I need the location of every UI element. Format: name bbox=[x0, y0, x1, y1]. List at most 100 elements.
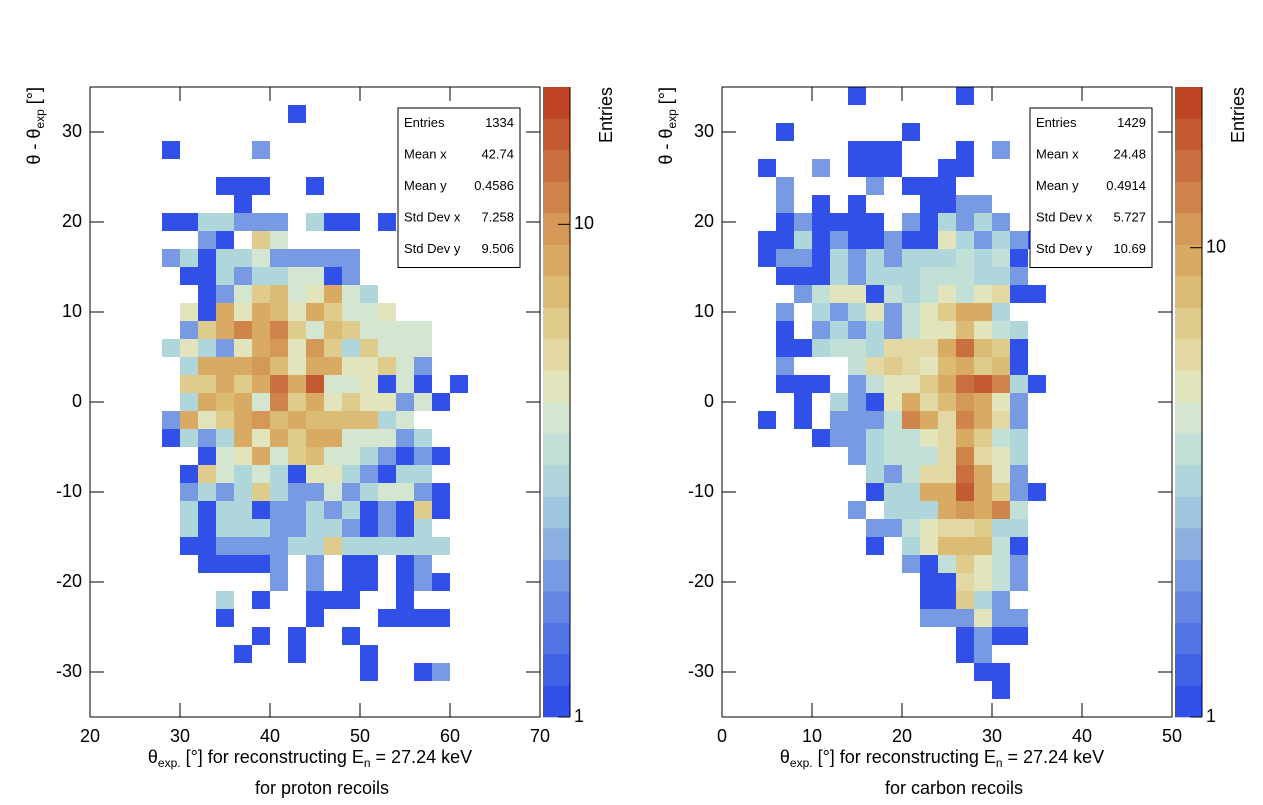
heatmap-cell bbox=[866, 213, 884, 231]
heatmap-cell bbox=[956, 411, 974, 429]
heatmap-cell bbox=[884, 519, 902, 537]
heatmap-cell bbox=[234, 339, 252, 357]
label-part: θ - θ bbox=[656, 129, 676, 165]
heatmap-cell bbox=[198, 501, 216, 519]
heatmap-cell bbox=[288, 339, 306, 357]
heatmap-cell bbox=[956, 375, 974, 393]
heatmap-cell bbox=[992, 429, 1010, 447]
heatmap-cell bbox=[938, 537, 956, 555]
subscript: n bbox=[996, 756, 1003, 770]
heatmap-cell bbox=[360, 573, 378, 591]
heatmap-cell bbox=[974, 231, 992, 249]
heatmap-cell bbox=[252, 555, 270, 573]
heatmap-cell bbox=[848, 141, 866, 159]
heatmap-cell bbox=[270, 231, 288, 249]
heatmap-cell bbox=[920, 267, 938, 285]
heatmap-cell bbox=[270, 501, 288, 519]
heatmap-cell bbox=[360, 375, 378, 393]
heatmap-cell bbox=[938, 339, 956, 357]
y-tick-label: -10 bbox=[688, 481, 714, 501]
heatmap-cell bbox=[974, 303, 992, 321]
heatmap-cell bbox=[342, 591, 360, 609]
heatmap-cell bbox=[902, 321, 920, 339]
colorbar-swatch bbox=[1175, 118, 1202, 151]
colorbar-swatch bbox=[543, 685, 570, 718]
heatmap-cell bbox=[992, 519, 1010, 537]
colorbar-swatch bbox=[1175, 276, 1202, 308]
stat-label: Entries bbox=[404, 115, 445, 130]
heatmap-cell bbox=[216, 519, 234, 537]
heatmap-cell bbox=[270, 519, 288, 537]
heatmap-cell bbox=[162, 213, 180, 231]
heatmap-cell bbox=[324, 321, 342, 339]
heatmap-cell bbox=[360, 501, 378, 519]
stat-label: Mean x bbox=[404, 147, 447, 162]
heatmap-cell bbox=[992, 393, 1010, 411]
heatmap-cell bbox=[198, 249, 216, 267]
heatmap-cell bbox=[884, 141, 902, 159]
y-tick-label: 0 bbox=[72, 391, 82, 411]
heatmap-cell bbox=[216, 411, 234, 429]
heatmap-cell bbox=[342, 483, 360, 501]
heatmap-cell bbox=[956, 303, 974, 321]
heatmap-cell bbox=[252, 429, 270, 447]
heatmap-cell bbox=[396, 321, 414, 339]
heatmap-cell bbox=[432, 573, 450, 591]
heatmap-cell bbox=[992, 465, 1010, 483]
heatmap-cell bbox=[324, 519, 342, 537]
heatmap-cell bbox=[324, 357, 342, 375]
heatmap-cell bbox=[938, 465, 956, 483]
heatmap-cell bbox=[848, 249, 866, 267]
heatmap-cell bbox=[234, 303, 252, 321]
heatmap-cell bbox=[956, 357, 974, 375]
heatmap-cell bbox=[360, 465, 378, 483]
heatmap-cell bbox=[180, 501, 198, 519]
heatmap-cell bbox=[396, 609, 414, 627]
heatmap-cell bbox=[252, 177, 270, 195]
heatmap-cell bbox=[234, 393, 252, 411]
heatmap-cell bbox=[180, 483, 198, 501]
heatmap-cell bbox=[252, 375, 270, 393]
heatmap-cell bbox=[288, 429, 306, 447]
heatmap-cell bbox=[234, 519, 252, 537]
heatmap-cell bbox=[378, 501, 396, 519]
heatmap-cell bbox=[920, 339, 938, 357]
heatmap-cell bbox=[252, 321, 270, 339]
heatmap-cell bbox=[848, 447, 866, 465]
heatmap-cell bbox=[396, 501, 414, 519]
heatmap-cell bbox=[776, 303, 794, 321]
heatmap-cell bbox=[956, 339, 974, 357]
heatmap-cell bbox=[866, 141, 884, 159]
heatmap-cell bbox=[216, 393, 234, 411]
heatmap-cell bbox=[324, 447, 342, 465]
heatmap-cell bbox=[956, 591, 974, 609]
heatmap-cell bbox=[432, 393, 450, 411]
y-tick-label: -20 bbox=[56, 571, 82, 591]
heatmap-cell bbox=[974, 645, 992, 663]
label-part: [°] for reconstructing E bbox=[813, 747, 996, 767]
heatmap-cell bbox=[920, 465, 938, 483]
heatmap-cell bbox=[830, 213, 848, 231]
heatmap-cell bbox=[974, 537, 992, 555]
heatmap-cell bbox=[884, 483, 902, 501]
heatmap-cell bbox=[938, 411, 956, 429]
heatmap-cell bbox=[938, 483, 956, 501]
heatmap-cell bbox=[866, 483, 884, 501]
colorbar-swatch bbox=[543, 496, 570, 529]
colorbar-swatch bbox=[543, 118, 570, 151]
colorbar-swatch bbox=[1175, 433, 1202, 466]
heatmap-cell bbox=[794, 231, 812, 249]
heatmap-cell bbox=[342, 303, 360, 321]
heatmap-cell bbox=[884, 321, 902, 339]
x-axis-title: θexp. [°] for reconstructing En = 27.24 … bbox=[148, 747, 472, 770]
heatmap-cell bbox=[414, 537, 432, 555]
heatmap-cell bbox=[378, 375, 396, 393]
heatmap-cell bbox=[234, 429, 252, 447]
heatmap-cell bbox=[1010, 483, 1028, 501]
heatmap-cell bbox=[812, 375, 830, 393]
heatmap-cell bbox=[306, 483, 324, 501]
heatmap-cell bbox=[216, 501, 234, 519]
colorbar-swatch bbox=[543, 244, 570, 277]
subtitle: for carbon recoils bbox=[885, 778, 1023, 798]
label-part: [°] bbox=[24, 87, 44, 109]
